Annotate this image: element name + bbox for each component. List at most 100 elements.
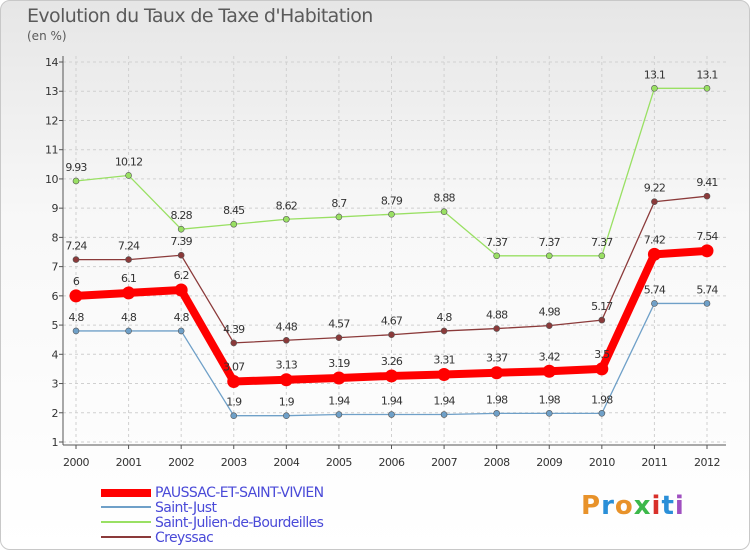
data-point [125, 172, 132, 179]
data-label: 8.88 [433, 192, 455, 205]
y-tick-label: 2 [52, 407, 59, 420]
y-tick-label: 7 [52, 261, 59, 274]
data-point [283, 336, 290, 344]
data-point [332, 371, 346, 385]
data-label: 7.42 [644, 233, 665, 246]
data-point [700, 244, 714, 258]
x-tick-label: 2010 [589, 456, 615, 469]
y-tick-label: 11 [45, 144, 58, 157]
data-label: 13.1 [644, 68, 665, 81]
data-point [72, 327, 80, 335]
data-label: 9.22 [644, 182, 665, 195]
data-label: 7.37 [539, 236, 561, 249]
data-point [493, 325, 500, 332]
data-label: 1.98 [539, 393, 561, 406]
data-point [69, 289, 83, 303]
data-label: 5.74 [696, 283, 718, 296]
data-label: 5.74 [644, 283, 666, 296]
data-label: 5.17 [591, 300, 613, 313]
data-label: 4.67 [381, 315, 403, 328]
data-label: 3.37 [486, 352, 508, 365]
chart-subtitle: (en %) [27, 29, 67, 43]
data-label: 6 [73, 275, 80, 288]
y-tick-label: 12 [45, 114, 58, 127]
data-point [493, 252, 500, 260]
legend-label: Saint-Julien-de-Bourdeilles [155, 515, 324, 531]
data-label: 4.8 [68, 311, 84, 324]
data-point [174, 283, 188, 297]
x-tick-label: 2006 [379, 456, 405, 469]
data-label: 6.2 [174, 269, 189, 282]
data-point [440, 327, 448, 335]
proxiti-logo: Proxiti [581, 491, 685, 521]
x-tick-label: 2001 [116, 456, 142, 469]
data-point [647, 247, 661, 261]
data-label: 7.54 [696, 230, 718, 243]
legend-swatch [101, 521, 151, 523]
data-point [72, 177, 80, 185]
data-point [230, 220, 238, 228]
x-tick-label: 2003 [221, 456, 247, 469]
data-point [437, 367, 451, 381]
legend-swatch [101, 506, 151, 508]
data-label: 3.26 [381, 355, 403, 368]
legend-swatch [101, 489, 151, 497]
data-label: 7.37 [591, 236, 613, 249]
y-tick-label: 10 [45, 173, 58, 186]
y-tick-label: 1 [52, 436, 59, 449]
data-point [125, 327, 132, 335]
data-point [440, 411, 448, 418]
data-point [227, 374, 241, 388]
data-label: 3.07 [223, 360, 245, 373]
data-label: 4.57 [328, 318, 350, 331]
data-label: 8.79 [381, 194, 403, 207]
y-tick-label: 6 [52, 290, 59, 303]
data-point [703, 300, 711, 307]
data-point [335, 334, 343, 341]
logo-letter: i [651, 491, 662, 521]
logo-letter: o [614, 491, 634, 521]
x-tick-label: 2005 [326, 456, 352, 469]
logo-letter: t [661, 491, 675, 521]
data-label: 7.39 [171, 235, 193, 248]
data-point [388, 411, 395, 418]
data-point [545, 410, 553, 417]
logo-letter: x [633, 491, 652, 521]
data-label: 3.42 [539, 350, 560, 363]
data-label: 10.12 [115, 155, 143, 168]
data-point [283, 412, 290, 419]
data-point [545, 322, 553, 329]
data-point [493, 410, 500, 417]
data-point [177, 327, 185, 335]
data-label: 8.45 [223, 204, 245, 217]
data-point [651, 198, 658, 206]
data-label: 1.9 [226, 396, 242, 409]
y-tick-label: 4 [52, 348, 59, 361]
data-label: 9.93 [65, 161, 87, 174]
x-tick-label: 2009 [536, 456, 562, 469]
data-point [177, 225, 185, 233]
legend-label: Creyssac [155, 530, 214, 546]
logo-letter: P [581, 491, 602, 521]
data-label: 3.31 [433, 353, 454, 366]
data-label: 6.1 [121, 272, 136, 285]
data-label: 4.88 [486, 309, 508, 322]
data-label: 7.24 [65, 240, 87, 253]
data-point [388, 210, 395, 218]
data-point [542, 364, 556, 378]
x-tick-label: 2007 [431, 456, 457, 469]
data-label: 4.8 [437, 311, 453, 324]
y-tick-label: 14 [45, 56, 58, 69]
data-label: 8.28 [171, 209, 193, 222]
data-label: 4.98 [539, 306, 561, 319]
data-label: 1.9 [279, 396, 295, 409]
series-0: 6 6.1 6.2 3.07 3.13 3.19 3.26 3.31 3.37 3.42 3.5 7.… [69, 230, 719, 388]
data-point [440, 208, 448, 215]
data-label: 13.1 [696, 68, 717, 81]
data-point [651, 85, 658, 92]
data-point [598, 252, 606, 260]
data-point [335, 213, 343, 221]
data-point [335, 411, 343, 418]
